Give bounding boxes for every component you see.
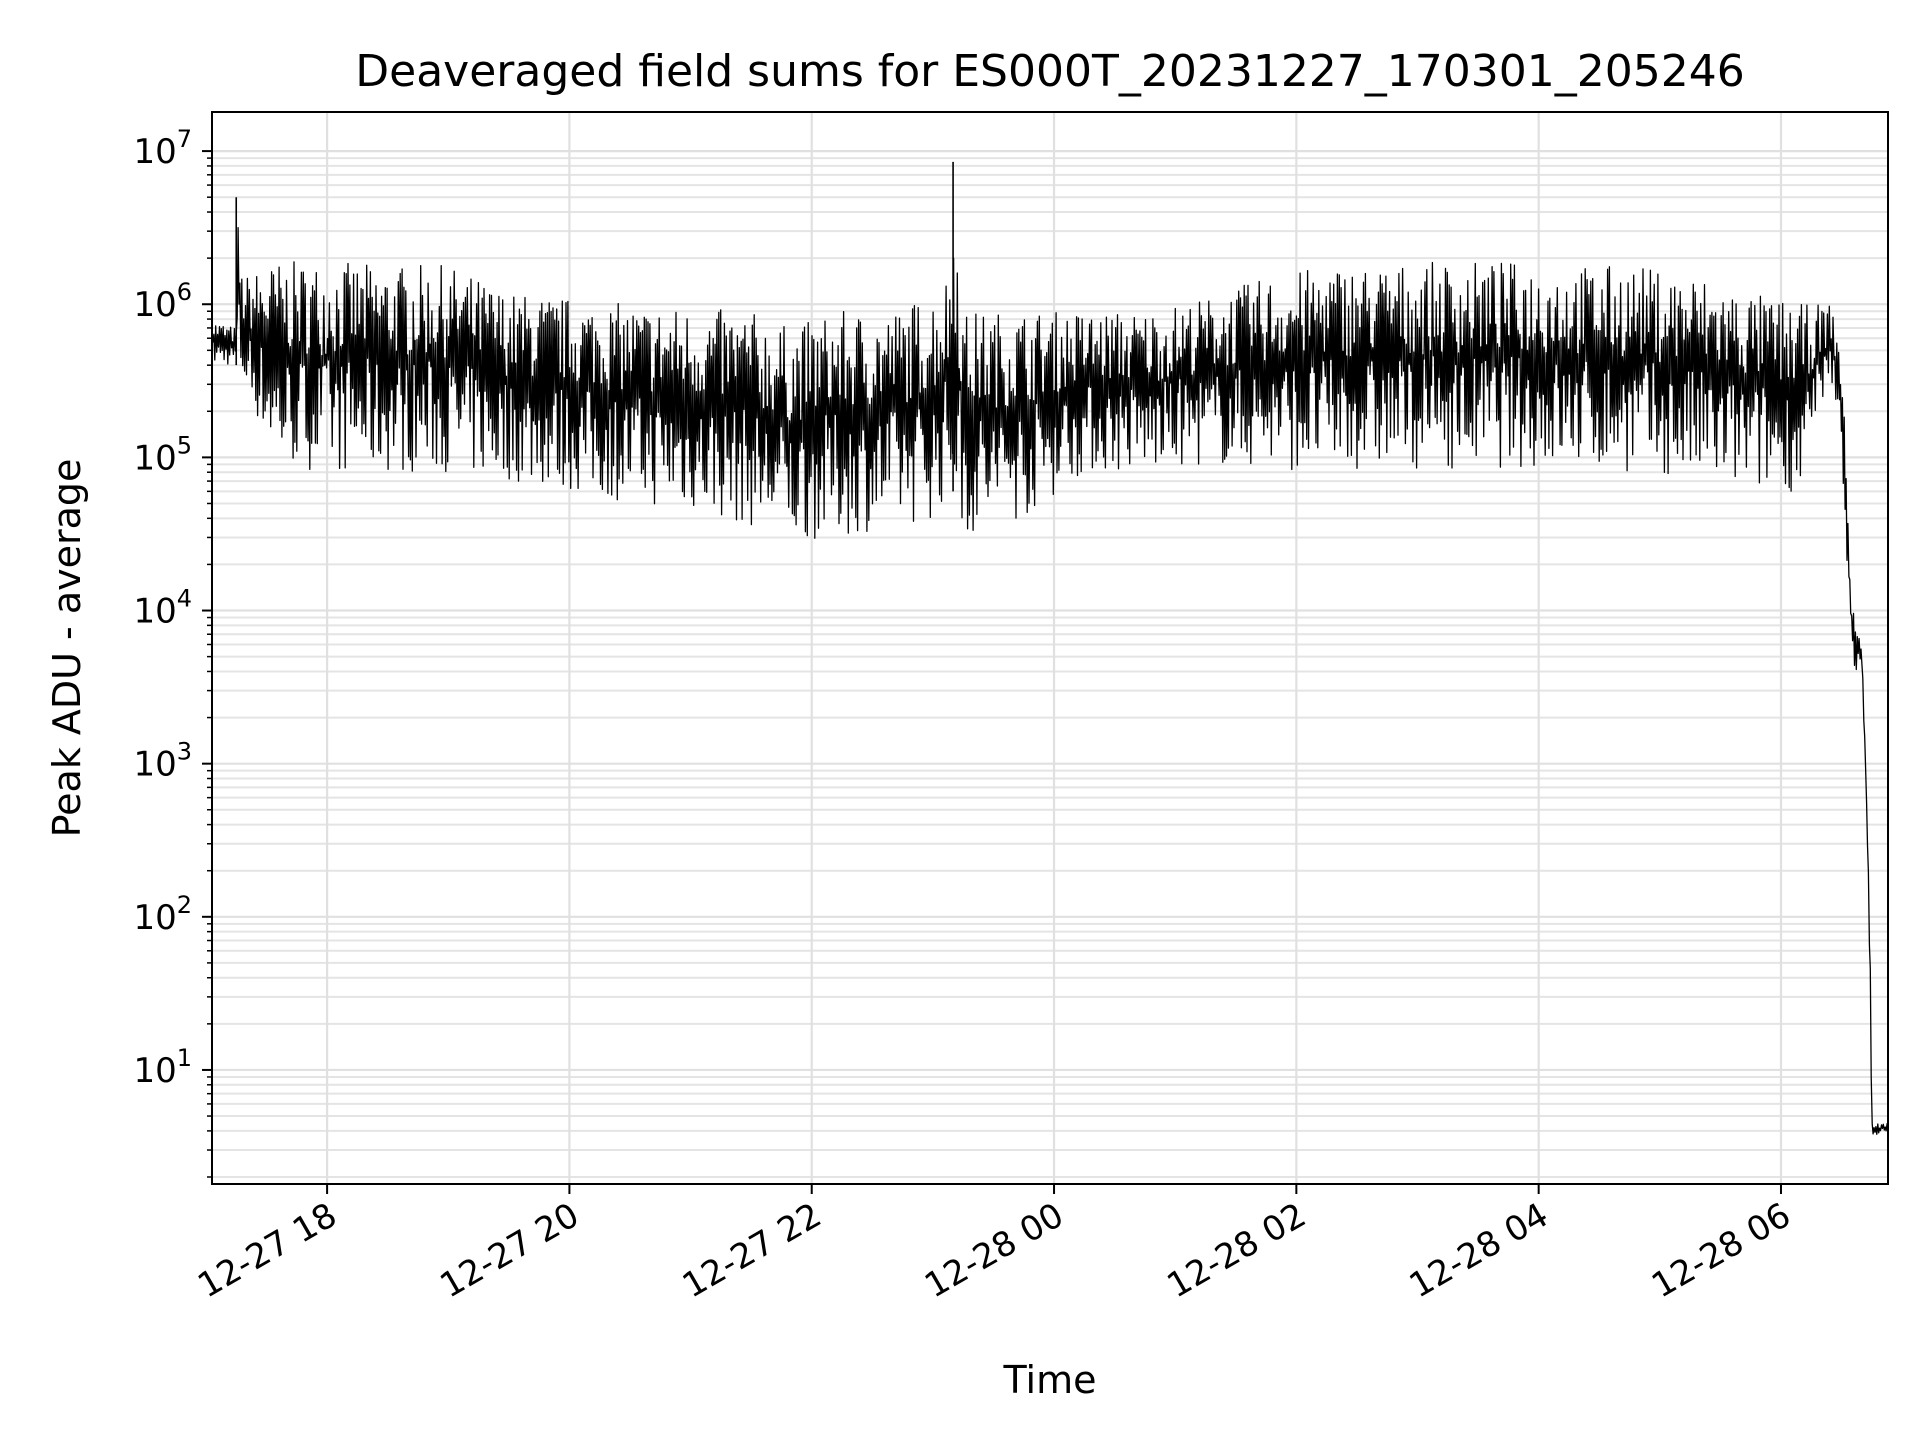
y-tick-label: 102 (133, 891, 192, 938)
series-line (211, 226, 1889, 1135)
plot-area-frame (211, 111, 1889, 1185)
data-layer (211, 161, 1889, 1135)
chart-title: Deaveraged field sums for ES000T_2023122… (355, 46, 1744, 97)
y-axis-label: Peak ADU - average (45, 459, 89, 838)
y-tick-label: 107 (133, 125, 192, 172)
x-axis-label: Time (1003, 1358, 1097, 1402)
